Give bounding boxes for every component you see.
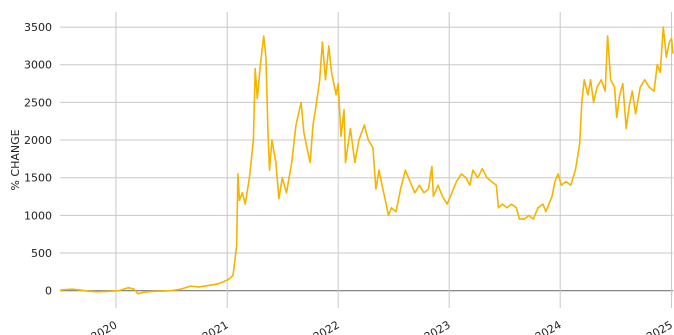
x-tick-label: 2021 xyxy=(200,318,231,335)
x-tick-label: 2024 xyxy=(533,318,564,335)
grid xyxy=(60,12,673,308)
x-tick-label: 2020 xyxy=(89,318,120,335)
y-tick-label: 2000 xyxy=(24,134,52,147)
y-tick-label: 2500 xyxy=(24,96,52,109)
x-tick-label: 2022 xyxy=(311,318,342,335)
x-axis: 2020 2021 2022 2023 2024 2025 xyxy=(89,318,674,335)
x-tick-label: 2025 xyxy=(644,318,674,335)
x-tick-label: 2023 xyxy=(422,318,453,335)
y-tick-label: 1500 xyxy=(24,172,52,185)
y-tick-label: 1000 xyxy=(24,209,52,222)
y-axis: 0 500 1000 1500 2000 2500 3000 3500 xyxy=(24,21,52,298)
y-axis-label: % CHANGE xyxy=(9,129,22,190)
y-tick-label: 3500 xyxy=(24,21,52,34)
y-tick-label: 3000 xyxy=(24,59,52,72)
series-layer xyxy=(59,26,674,295)
series-line xyxy=(59,26,674,295)
y-tick-label: 500 xyxy=(31,247,52,260)
y-tick-label: 0 xyxy=(45,285,52,298)
